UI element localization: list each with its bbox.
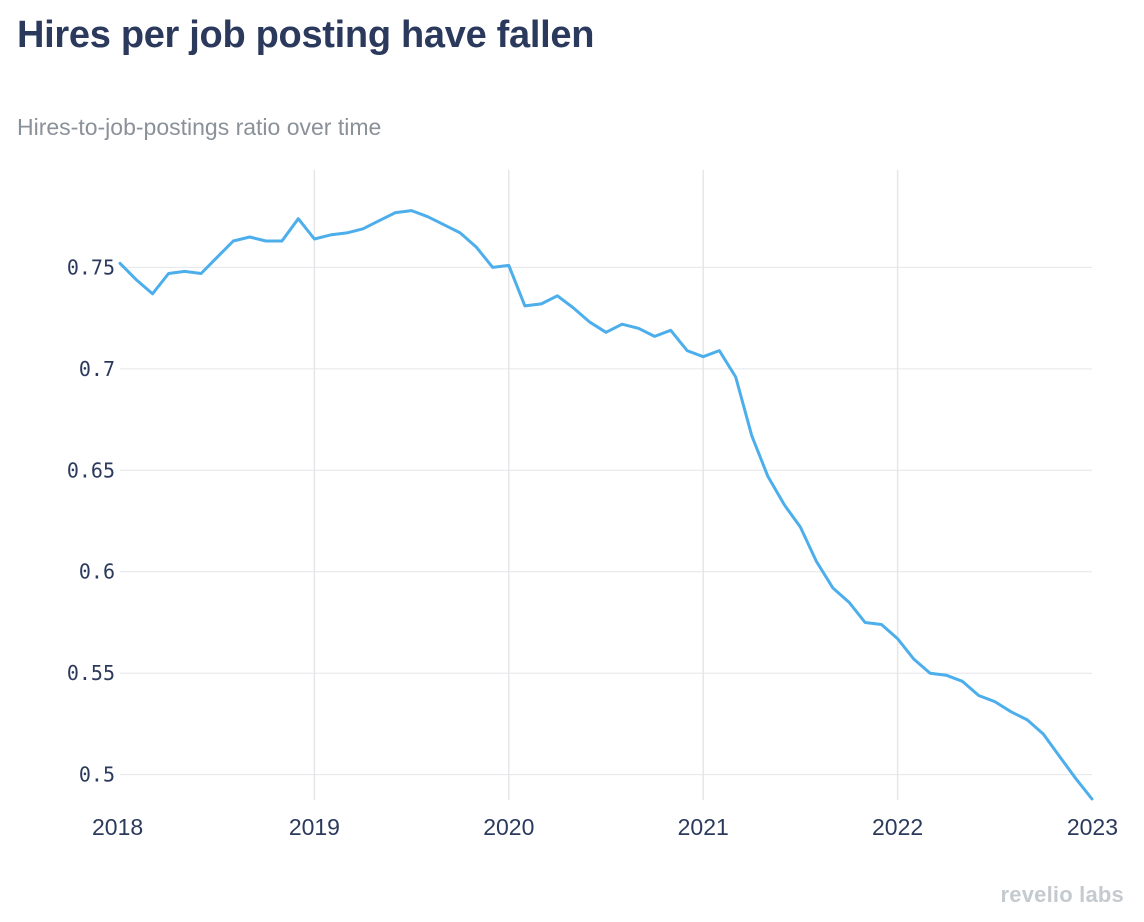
- axis-layer: 0.5 0.55 0.6 0.65 0.7 0.75 2018 2019 2020 2021 202…: [67, 255, 1118, 840]
- series-line: [118, 209, 1094, 801]
- x-tick-label: 2023: [1067, 814, 1118, 840]
- x-tick-label: 2022: [872, 814, 923, 840]
- chart-title: Hires per job posting have fallen: [17, 14, 595, 56]
- y-tick-label: 0.55: [67, 661, 115, 685]
- y-tick-label: 0.65: [67, 458, 115, 482]
- chart-subtitle: Hires-to-job-postings ratio over time: [17, 114, 382, 140]
- y-tick-label: 0.7: [79, 357, 115, 381]
- grid-layer: [120, 170, 1092, 800]
- watermark-logo: revelio labs: [1000, 882, 1124, 907]
- series-layer: [118, 209, 1094, 801]
- y-tick-label: 0.75: [67, 255, 115, 279]
- y-tick-label: 0.6: [79, 560, 115, 584]
- y-tick-label: 0.5: [79, 763, 115, 787]
- x-tick-label: 2018: [92, 814, 143, 840]
- x-tick-label: 2019: [289, 814, 340, 840]
- x-tick-label: 2021: [678, 814, 729, 840]
- x-tick-label: 2020: [483, 814, 534, 840]
